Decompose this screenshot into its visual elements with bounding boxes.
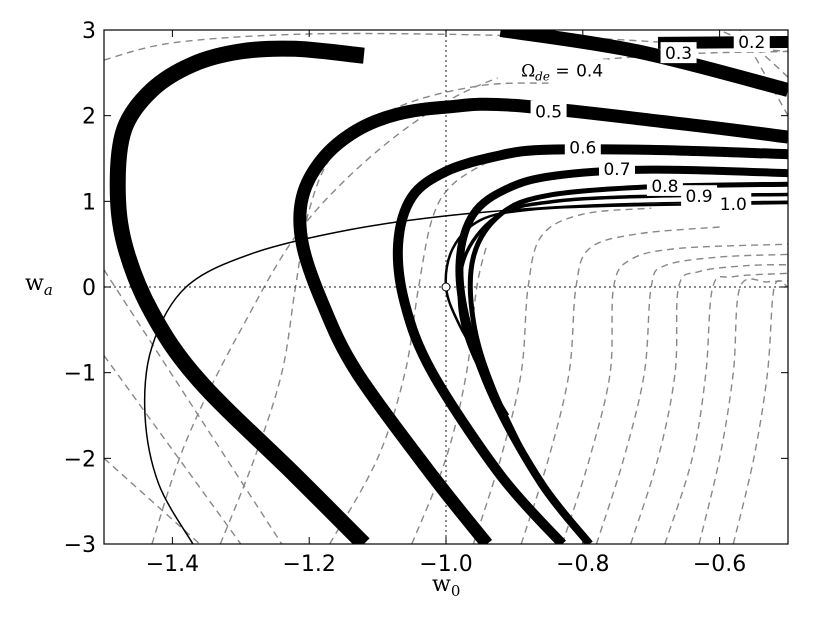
y-tick-label: −2 <box>64 447 96 472</box>
dashed-contour-7 <box>561 243 788 544</box>
thin-contours <box>143 200 788 544</box>
dashed-contour-10 <box>664 272 788 544</box>
contour-label-0.3: 0.3 <box>665 44 692 64</box>
contour-label-0.2: 0.2 <box>738 33 765 53</box>
contour-label-bg-0.2 <box>733 30 770 52</box>
omega-contour-0.5 <box>293 97 788 544</box>
contour-label-0.8: 0.8 <box>651 177 678 197</box>
omega-contour-1.0 <box>444 201 788 374</box>
x-tick-label: −0.8 <box>556 552 609 577</box>
y-tick-label: 1 <box>82 190 96 215</box>
y-tick-label: −3 <box>64 533 96 558</box>
contour-label-bg-0.6 <box>564 136 601 158</box>
omega-contour-0.4 <box>109 40 370 544</box>
dashed-contour-9 <box>630 264 788 544</box>
fiducial-marker <box>441 282 451 292</box>
dashed-contour-16 <box>719 30 788 78</box>
x-tick-label: −1.4 <box>146 552 199 577</box>
omega-de-label: Ωde = <box>521 61 570 83</box>
y-tick-label: −1 <box>64 362 96 387</box>
contour-label-0.6: 0.6 <box>569 138 596 158</box>
y-axis-label: wa <box>25 271 53 299</box>
omega-contour-0.9 <box>457 192 788 417</box>
contour-label-0.5: 0.5 <box>535 102 562 122</box>
axis-ticks: −1.4 −1.2 −1.0 −0.8 −0.6 −3 −2 −1 0 1 2 3 <box>64 19 788 577</box>
x-tick-label: −0.6 <box>693 552 746 577</box>
omega-contour-0.6 <box>392 144 788 544</box>
contour-label-bg-1.0 <box>715 192 752 214</box>
contour-label-bg-0.3 <box>660 42 697 64</box>
dashed-contour-17 <box>739 30 788 117</box>
contour-label-1.0: 1.0 <box>720 195 747 215</box>
contour-label-0.4: 0.4 <box>576 61 603 81</box>
dashed-contour-3 <box>329 157 495 544</box>
y-tick-label: 0 <box>82 276 96 301</box>
y-tick-label: 2 <box>82 105 96 130</box>
dashed-contour-12 <box>732 280 788 544</box>
x-tick-label: −1.0 <box>419 552 472 577</box>
x-tick-label: −1.2 <box>282 552 335 577</box>
omega-label-bg <box>497 59 572 82</box>
dashed-contour-8 <box>595 253 788 544</box>
contour-label-bg-0.7 <box>599 157 635 179</box>
marker-layer <box>441 282 451 292</box>
contour-label-bg-0.9 <box>681 185 718 207</box>
x-axis-label: w0 <box>432 572 460 600</box>
y-tick-label: 3 <box>82 19 96 44</box>
dashed-contour-6 <box>520 226 720 544</box>
dashed-contour-14 <box>104 457 201 544</box>
omega-contour-0.8 <box>467 181 788 477</box>
thick-contours <box>109 30 788 544</box>
dashed-contour-15 <box>104 269 283 544</box>
contour-label-0.7: 0.7 <box>603 160 630 180</box>
contour-label-bg-0.8 <box>646 174 683 196</box>
thin-contour-0 <box>143 200 788 544</box>
contour-label-0.9: 0.9 <box>686 187 713 207</box>
dashed-contour-5 <box>472 207 652 544</box>
contour-labels: 0.2 0.3 0.4 0.5 0.6 0.7 0.8 0.9 1.0 Ωde = <box>497 30 770 215</box>
dashed-contour-13 <box>104 355 242 544</box>
contour-label-bg-0.4 <box>571 59 608 81</box>
omega-contour-0.3 <box>499 30 788 97</box>
plot-area <box>104 30 788 544</box>
contour-label-bg-0.5 <box>530 100 567 122</box>
dashed-contour-11 <box>698 278 788 544</box>
dashed-contour-4 <box>411 244 488 544</box>
